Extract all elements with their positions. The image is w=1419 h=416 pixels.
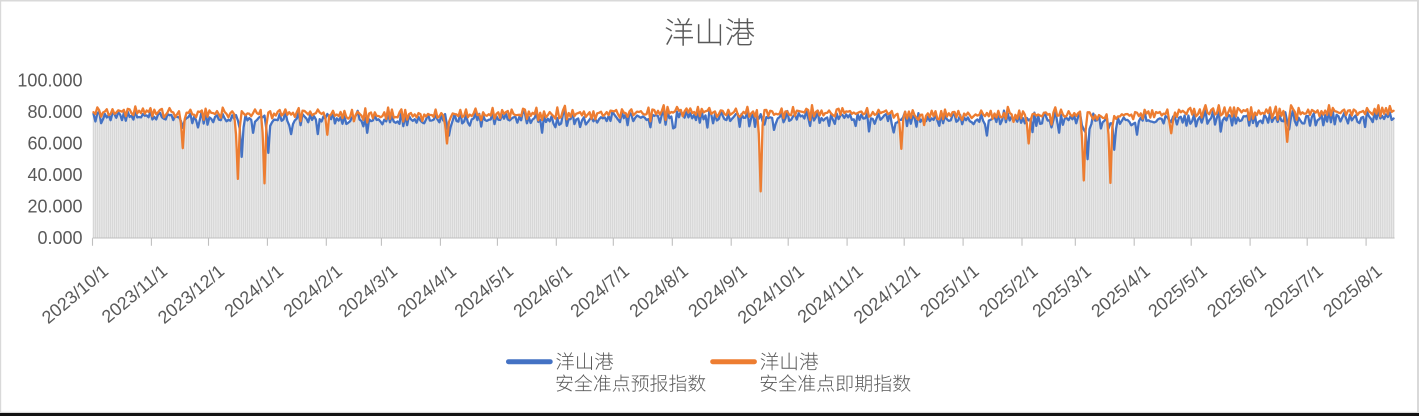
svg-text:100.000: 100.000 [17, 71, 82, 91]
svg-text:0.000: 0.000 [37, 228, 82, 248]
svg-text:20.000: 20.000 [27, 197, 82, 217]
svg-text:40.000: 40.000 [27, 165, 82, 185]
svg-text:60.000: 60.000 [27, 134, 82, 154]
svg-text:80.000: 80.000 [27, 102, 82, 122]
